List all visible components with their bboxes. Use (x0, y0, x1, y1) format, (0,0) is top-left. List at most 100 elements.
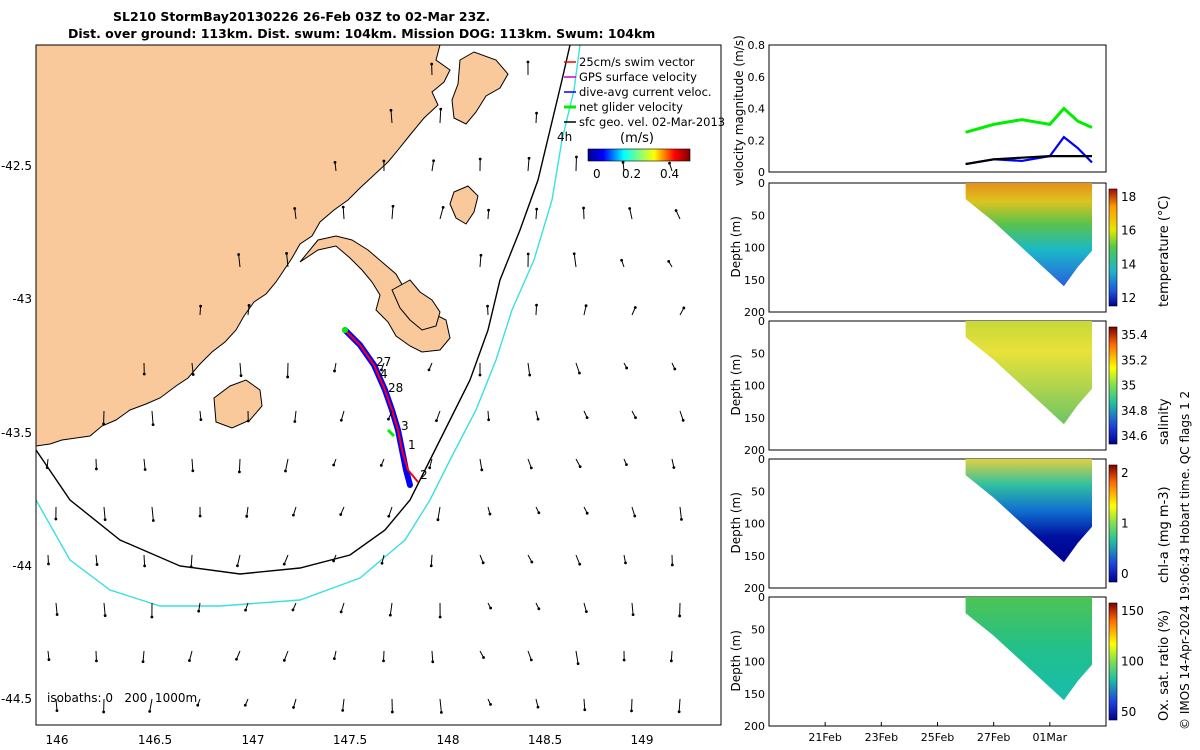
depth-tick-temperature-2: 100 (744, 242, 765, 255)
velocity-ylabel: velocity magnitude (m/s) (732, 35, 746, 186)
colorbar-tick-salinity-2: 35 (1121, 379, 1136, 393)
geo-arrowhead-44 (478, 373, 482, 377)
geo-arrow-30 (247, 305, 250, 316)
geo-arrowhead-30 (199, 304, 202, 308)
geo-arrow-52 (294, 410, 297, 422)
chart-title-line2: Dist. over ground: 113km. Dist. swum: 10… (68, 26, 656, 41)
geo-arrowhead-61 (681, 418, 685, 422)
geo-arrowhead-47 (625, 366, 629, 370)
colorbar-tick-chla-1: 1 (1121, 517, 1129, 531)
geo-arrow-13 (294, 208, 297, 220)
geo-arrowhead-86 (537, 511, 541, 515)
geo-arrowhead-51 (199, 418, 203, 422)
geo-arrow-115 (631, 602, 634, 615)
geo-arrowhead-113 (489, 606, 493, 610)
colorbar-tick-0.2: 0.2 (622, 167, 641, 181)
geo-arrowhead-83 (387, 514, 391, 518)
geo-arrow-83 (437, 506, 441, 520)
section-data-chla (965, 459, 1092, 563)
lon-tick-148.5: 148.5 (528, 733, 562, 747)
geo-arrow-56 (487, 410, 490, 420)
geo-arrowhead-88 (633, 514, 637, 518)
geo-arrow-130 (670, 650, 673, 661)
colorbar-tick-salinity-1: 35.2 (1121, 353, 1148, 367)
geo-arrowhead-2 (526, 60, 530, 64)
depth-ylabel-oxygen: Depth (m) (729, 630, 743, 691)
depth-tick-oxygen-3: 150 (744, 688, 765, 701)
geo-arrowhead-66 (237, 470, 241, 474)
geo-arrow-71 (527, 458, 532, 469)
section-data-salinity (965, 321, 1092, 425)
geo-arrowhead-111 (388, 613, 392, 617)
geo-arrowhead-132 (55, 709, 59, 713)
geo-arrowhead-80 (245, 514, 249, 518)
corner-label: 4h (557, 130, 572, 144)
geo-arrowhead-124 (332, 657, 336, 661)
geo-arrowhead-31 (247, 304, 251, 307)
geo-arrowhead-145 (677, 710, 681, 714)
geo-arrowhead-143 (583, 708, 587, 712)
geo-arrow-49 (151, 410, 154, 425)
geo-arrowhead-138 (341, 709, 345, 712)
geo-arrow-125 (431, 650, 434, 662)
geo-arrowhead-78 (151, 519, 155, 522)
lon-tick-148: 148 (437, 733, 460, 747)
depth-tick-salinity-2: 100 (744, 380, 765, 393)
geo-arrowhead-16 (391, 204, 395, 208)
depth-tick-temperature-4: 200 (744, 306, 765, 319)
geo-arrow-11 (622, 162, 625, 172)
geo-arrowhead-42 (380, 368, 383, 372)
geo-arrowhead-90 (47, 562, 50, 566)
geo-arrowhead-117 (678, 614, 682, 618)
depth-ylabel-temperature: Depth (m) (729, 216, 743, 277)
geo-arrow-133 (149, 698, 153, 712)
geo-arrowhead-76 (54, 517, 58, 521)
colorbar-tick-temperature-2: 14 (1121, 257, 1136, 271)
legend-sfc-geo: sfc geo. vel. 02-Mar-2013 (579, 115, 725, 129)
legend-gps-velocity: GPS surface velocity (579, 70, 697, 84)
geo-arrowhead-55 (387, 417, 390, 421)
geo-arrowhead-97 (380, 561, 384, 565)
geo-arrow-32 (535, 305, 538, 316)
geo-arrow-29 (199, 306, 202, 316)
geo-arrow-142 (583, 698, 586, 710)
geo-arrow-137 (342, 698, 345, 711)
geo-arrowhead-81 (292, 513, 295, 517)
geo-arrow-23 (286, 253, 289, 268)
geo-arrow-109 (340, 602, 345, 613)
depth-tick-temperature-1: 50 (751, 209, 765, 222)
geo-arrowhead-115 (584, 610, 588, 614)
colorbar-label-oxygen: Ox. sat. ratio (%) (1157, 610, 1172, 721)
geo-arrowhead-36 (682, 306, 686, 310)
geo-arrowhead-52 (246, 419, 250, 423)
geo-arrowhead-82 (339, 513, 343, 516)
geo-arrowhead-93 (189, 565, 193, 569)
colorbar-tick-chla-0: 2 (1121, 466, 1129, 480)
geo-arrowhead-73 (578, 465, 582, 468)
geo-arrow-33 (583, 305, 587, 316)
geo-arrow-3 (439, 109, 442, 124)
geo-arrowhead-6 (333, 160, 337, 164)
land-forestier (391, 279, 441, 331)
geo-arrowhead-104 (55, 613, 59, 616)
geo-arrow-103 (55, 602, 58, 615)
geo-arrowhead-139 (390, 710, 394, 714)
geo-arrowhead-28 (620, 258, 624, 262)
depth-ylabel-chla: Depth (m) (729, 492, 743, 553)
geo-arrow-9 (527, 158, 530, 172)
geo-arrow-38 (239, 362, 242, 376)
geo-arrowhead-37 (142, 372, 146, 376)
geo-arrowhead-9 (478, 157, 482, 161)
geo-arrow-82 (388, 506, 393, 517)
geo-arrow-121 (236, 650, 241, 660)
geo-arrowhead-126 (431, 660, 435, 664)
isobaths-label: isobaths: 0 200 1000m (47, 691, 197, 705)
velocity-ytick-0: 0 (758, 166, 765, 179)
day-label-3: 3 (401, 419, 409, 433)
geo-arrowhead-59 (585, 416, 589, 419)
lat-tick-43.5: -43.5 (1, 426, 32, 440)
geo-arrowhead-8 (432, 159, 435, 163)
geo-arrowhead-144 (630, 709, 633, 713)
geo-arrowhead-56 (435, 419, 438, 423)
section-data-temperature (965, 183, 1092, 287)
